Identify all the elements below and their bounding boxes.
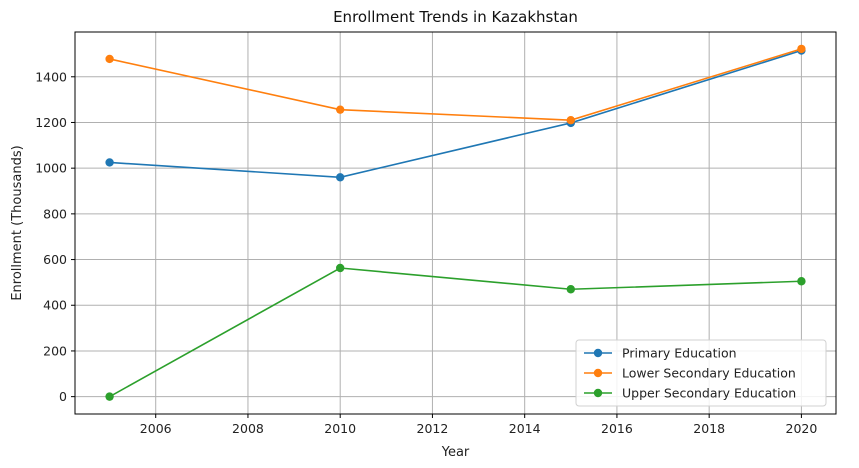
x-tick-label: 2014 xyxy=(509,421,541,436)
y-tick-label: 400 xyxy=(43,298,67,313)
y-tick-label: 200 xyxy=(43,343,67,358)
data-point xyxy=(566,285,576,294)
legend-marker xyxy=(593,388,603,398)
y-axis-label: Enrollment (Thousands) xyxy=(10,145,25,300)
y-tick-label: 0 xyxy=(59,389,67,404)
y-tick-label: 800 xyxy=(43,206,67,221)
y-tick-label: 1400 xyxy=(35,69,67,84)
y-tick-label: 600 xyxy=(43,252,67,267)
legend-box xyxy=(575,339,827,407)
x-tick-label: 2020 xyxy=(786,421,818,436)
data-point xyxy=(797,44,806,54)
y-tick-label: 1200 xyxy=(35,115,67,130)
legend-entry: Lower Secondary Education xyxy=(622,366,796,381)
data-point xyxy=(105,158,114,167)
legend-marker xyxy=(593,368,603,378)
y-axis-ticks: 0 200 400 600 800 1000 1200 1400 xyxy=(35,69,75,404)
series-line xyxy=(109,49,802,179)
series-line xyxy=(109,267,802,398)
series-layer xyxy=(105,44,806,401)
legend: Primary Education Lower Secondary Educati… xyxy=(575,339,827,407)
y-tick-label: 1000 xyxy=(35,161,67,176)
x-tick-label: 2012 xyxy=(417,421,449,436)
legend-entry: Upper Secondary Education xyxy=(622,386,796,401)
chart-title: Enrollment Trends in Kazakhstan xyxy=(333,8,578,26)
data-point xyxy=(335,263,345,273)
x-tick-label: 2008 xyxy=(232,421,264,436)
legend-entry: Primary Education xyxy=(622,346,737,361)
data-point xyxy=(335,105,345,114)
legend-marker xyxy=(593,348,603,358)
plot-frame xyxy=(74,31,837,415)
data-point xyxy=(797,277,806,286)
x-tick-label: 2016 xyxy=(601,421,633,436)
x-tick-label: 2018 xyxy=(693,421,725,436)
data-point xyxy=(335,173,345,182)
x-tick-label: 2006 xyxy=(140,421,172,436)
series-line xyxy=(109,48,802,121)
x-tick-label: 2010 xyxy=(324,421,356,436)
x-axis-label: Year xyxy=(441,445,470,460)
data-point xyxy=(105,54,114,64)
x-axis-ticks: 2006 2008 2010 2012 2014 2016 2018 2020 xyxy=(140,414,818,436)
data-point xyxy=(566,115,576,125)
data-point xyxy=(105,392,114,401)
